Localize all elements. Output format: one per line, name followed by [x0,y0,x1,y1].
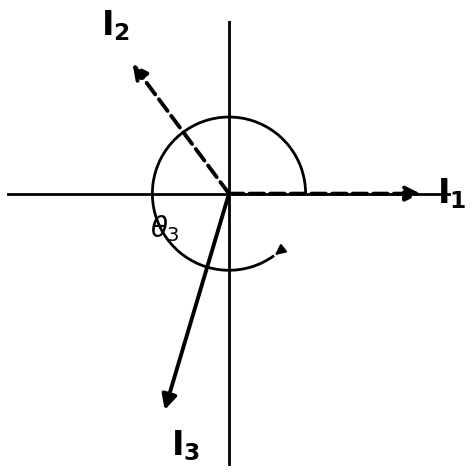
Text: $\mathbf{I_3}$: $\mathbf{I_3}$ [171,428,201,463]
Text: $\mathbf{I_1}$: $\mathbf{I_1}$ [437,176,466,211]
Text: $\theta_3$: $\theta_3$ [150,213,180,244]
Text: $\mathbf{I_2}$: $\mathbf{I_2}$ [101,8,130,43]
